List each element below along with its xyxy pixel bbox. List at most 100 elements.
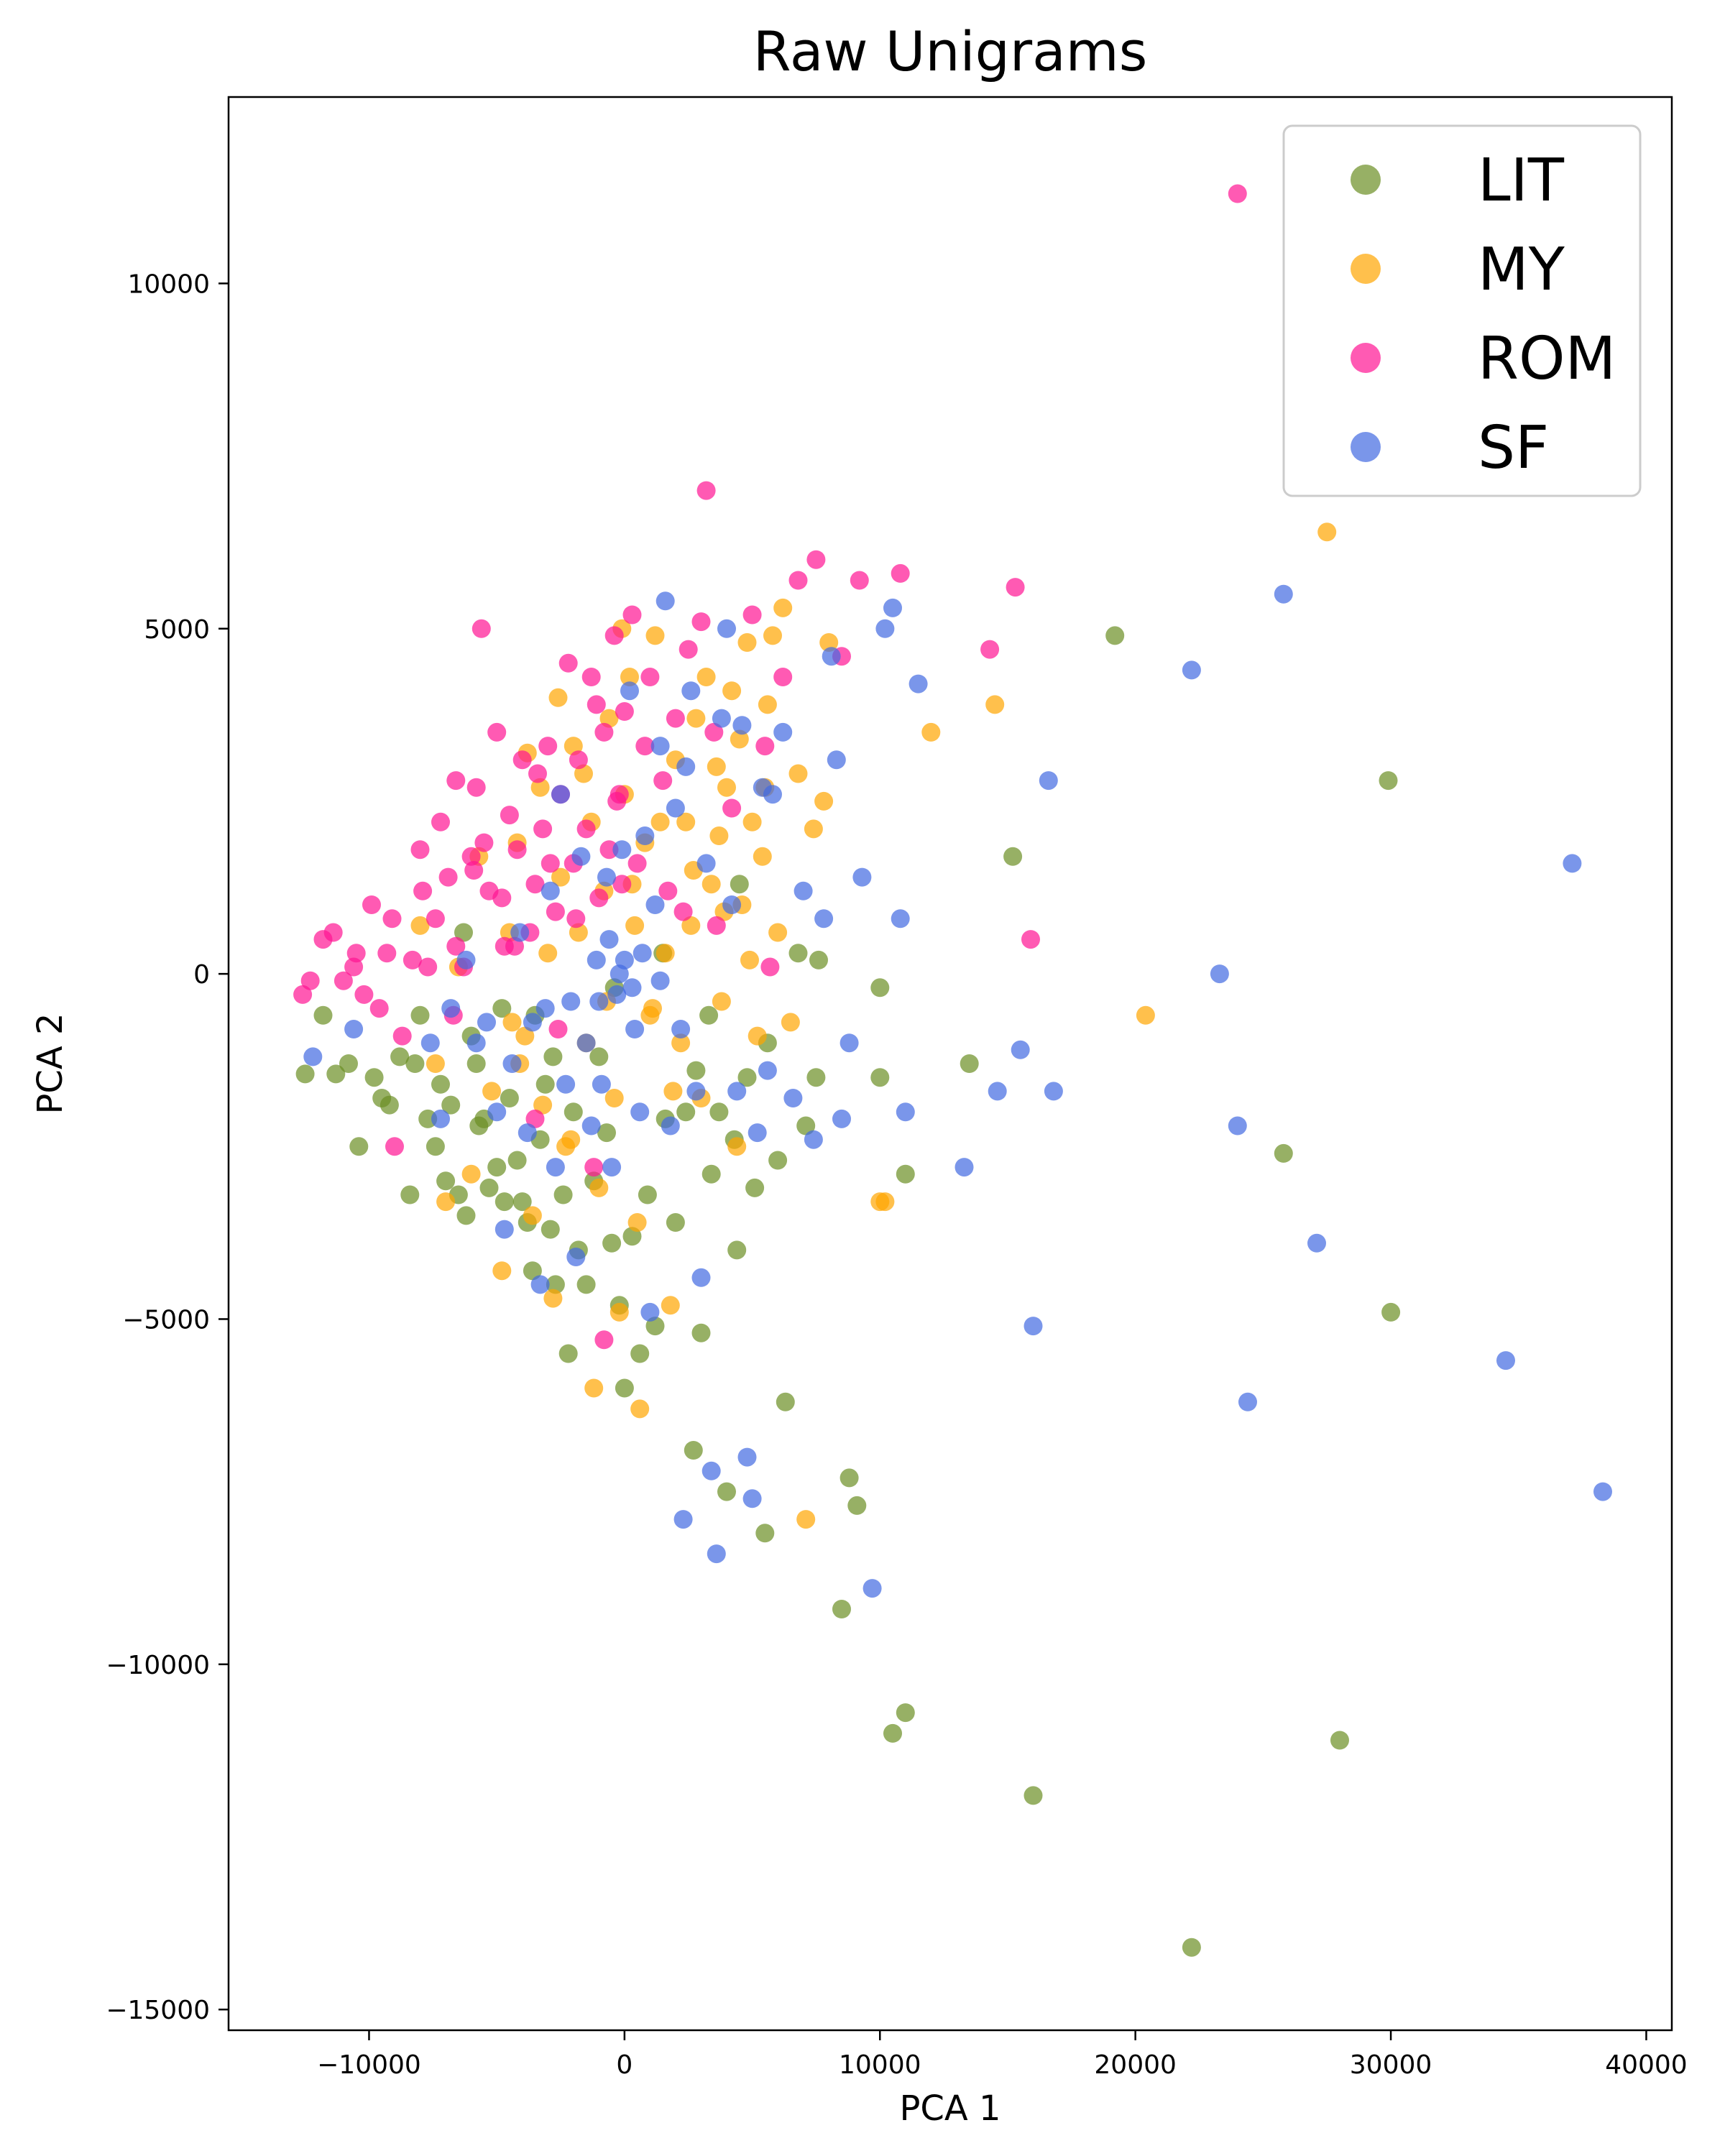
point-rom [538,737,558,756]
point-rom [806,550,826,569]
point-sf [656,591,675,611]
point-sf [1563,854,1582,873]
point-sf [727,1082,747,1101]
point-sf [589,992,609,1011]
point-my [707,757,726,776]
point-my [610,1302,629,1322]
point-rom [402,950,422,969]
point-sf [625,1020,645,1038]
point-sf [676,757,696,776]
point-rom [500,806,519,825]
point-sf [742,1489,762,1508]
point-lit [847,1496,867,1515]
point-lit [699,1005,719,1025]
point-sf [630,1102,650,1122]
point-lit [364,1068,384,1087]
point-sf [862,1579,882,1598]
point-rom [604,626,624,645]
point-my [436,1192,456,1212]
point-my [569,923,588,942]
point-lit [676,1102,696,1122]
y-tick-label: 10000 [127,270,210,299]
point-sf [477,1013,496,1032]
point-sf [612,840,632,860]
point-sf [763,785,782,804]
point-my [630,1399,650,1419]
point-my [696,668,716,686]
y-tick-label: −10000 [106,1651,210,1680]
x-tick-label: −10000 [317,2050,421,2080]
legend-label-rom: ROM [1478,325,1616,393]
point-lit [684,1441,703,1460]
y-tick-label: 0 [193,960,210,990]
point-sf [1307,1233,1326,1253]
point-my [727,1137,747,1156]
point-sf [556,1074,576,1094]
point-my [523,1206,542,1225]
point-rom [760,957,780,977]
point-sf [804,1130,823,1149]
point-sf [1274,584,1293,604]
point-my [737,633,757,652]
point-sf [441,999,461,1018]
point-lit [1105,626,1125,645]
point-sf [344,1020,364,1038]
point-my [543,1289,563,1308]
point-lit [410,1005,430,1025]
point-rom [369,999,389,1018]
point-sf [535,999,555,1018]
point-my [758,695,777,714]
point-my [753,847,772,866]
point-sf [673,1510,693,1529]
y-tick-label: −5000 [122,1305,210,1335]
point-lit [543,1047,563,1067]
point-my [538,944,558,963]
point-rom [696,481,716,500]
point-lit [553,1185,573,1204]
point-rom [704,722,724,742]
point-sf [650,737,670,756]
point-rom [576,819,596,839]
point-rom [612,875,632,894]
point-sf [581,1116,601,1135]
point-sf [523,1013,542,1032]
point-sf [635,826,655,845]
x-axis-label: PCA 1 [899,2088,1000,2129]
point-my [712,992,731,1011]
point-my [663,1082,683,1101]
point-lit [960,1054,979,1073]
point-rom [438,867,458,887]
point-rom [474,833,494,852]
point-my [584,1378,604,1398]
point-rom [599,840,619,860]
point-my [742,812,762,831]
point-sf [1011,1040,1030,1059]
point-my [676,812,696,831]
point-rom [658,881,678,900]
point-rom [581,668,601,686]
point-my [627,1213,647,1232]
point-rom [548,1020,568,1038]
point-lit [745,1178,765,1197]
point-rom [594,1330,614,1350]
point-sf [832,1109,851,1128]
point-sf [1496,1351,1515,1370]
point-rom [640,668,660,686]
point-lit [691,1323,711,1342]
point-rom [293,985,313,1004]
point-sf [518,1123,537,1143]
point-rom [691,612,711,632]
point-sf [1182,660,1201,680]
point-sf [696,854,716,873]
x-tick-label: 30000 [1350,2050,1432,2080]
point-lit [426,1137,445,1156]
legend-label-sf: SF [1478,414,1549,482]
point-rom [594,722,614,742]
point-rom [418,957,438,977]
point-sf [640,1302,660,1322]
point-sf [691,1268,711,1287]
point-lit [776,1392,795,1411]
point-lit [1003,847,1023,866]
point-sf [666,798,685,818]
point-lit [1024,1786,1043,1805]
